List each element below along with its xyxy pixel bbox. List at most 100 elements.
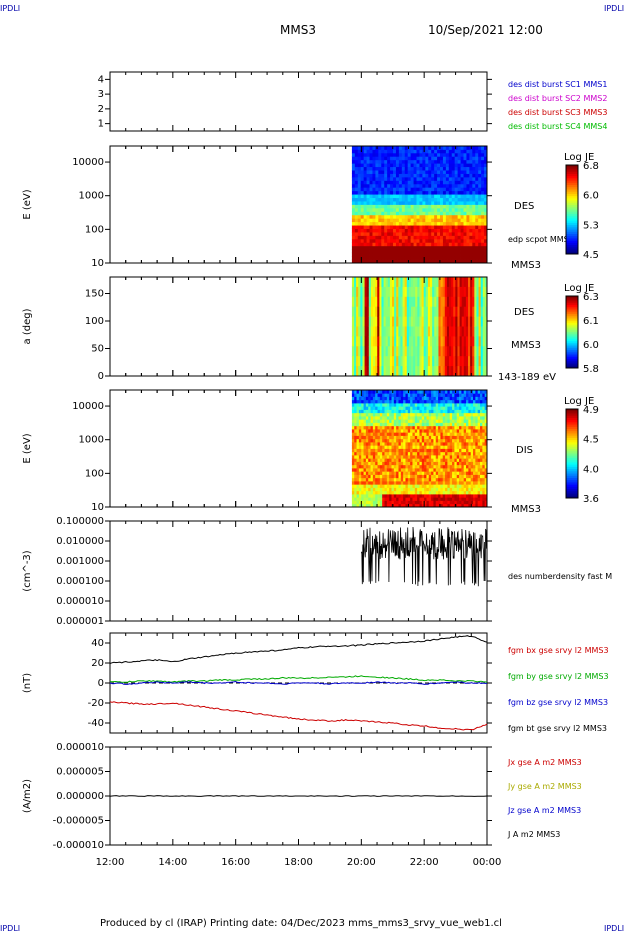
dis-energy-pixel (428, 471, 432, 475)
des-energy-pixel (407, 249, 412, 254)
des-energy-pixel (404, 232, 409, 236)
dis-energy-pixel (375, 412, 378, 417)
des-energy-pixel (369, 201, 373, 205)
dis-energy-pixel (440, 399, 444, 404)
des-energy-pixel (469, 187, 473, 192)
des-pad-pixel (411, 366, 414, 377)
dis-energy-pixel (365, 464, 369, 469)
des-energy-pixel (398, 187, 403, 192)
dis-energy-pixel (372, 416, 376, 420)
des-energy-pixel (410, 242, 414, 247)
des-energy-pixel (484, 228, 488, 233)
des-pad-pixel (457, 296, 460, 308)
des-energy-pixel (428, 156, 432, 161)
des-energy-pixel (445, 218, 450, 223)
dis-energy-pixel (412, 406, 416, 410)
des-energy-pixel (448, 211, 453, 216)
dis-energy-pixel (363, 455, 367, 459)
des-energy-pixel (416, 156, 420, 161)
dis-energy-pixel (386, 425, 390, 430)
des-energy-pixel (387, 238, 391, 243)
dis-energy-colorbar-swatch (566, 440, 578, 443)
des-pad-colorbar-swatch (566, 348, 578, 351)
dis-energy-pixel (400, 487, 404, 492)
dis-energy-pixel (379, 503, 383, 508)
des-pad-pixel (413, 277, 416, 288)
des-energy-pixel (440, 218, 444, 223)
dis-energy-pixel (459, 468, 462, 472)
des-energy-pixel (360, 204, 365, 209)
dis-energy-pixel (484, 445, 488, 449)
dis-energy-pixel (356, 412, 360, 417)
des-pad-pixel (360, 336, 363, 347)
des-energy-pixel (398, 235, 403, 240)
des-energy-pixel (357, 176, 362, 181)
dis-energy-pixel (365, 419, 369, 423)
des-pad-pixel (432, 336, 435, 347)
des-pad-pixel (436, 336, 439, 347)
dis-energy-pixel (484, 474, 488, 479)
des-energy-pixel (463, 187, 467, 192)
dis-energy-pixel (424, 464, 427, 469)
des-energy-pixel (442, 238, 447, 243)
dis-energy-pixel (351, 464, 355, 469)
des-pad-pixel (375, 296, 378, 308)
des-pad-pixel (364, 277, 368, 288)
des-energy-pixel (431, 194, 435, 199)
des-pad-pixel (408, 277, 412, 288)
dis-energy-pixel (361, 484, 364, 488)
des-pad-pixel (472, 346, 475, 357)
burst-legend-entry: des dist burst SC4 MMS4 (508, 122, 607, 131)
des-energy-pixel (395, 156, 400, 161)
des-pad-pixel (385, 316, 389, 327)
des-pad-pixel (484, 356, 488, 367)
dis-energy-pixel (466, 429, 469, 433)
dis-energy-pixel (396, 464, 399, 469)
dis-energy-pixel (400, 481, 404, 485)
des-energy-pixel (363, 166, 367, 171)
dis-energy-pixel (389, 468, 392, 472)
dis-energy-pixel (403, 451, 406, 456)
des-energy-pixel (431, 207, 435, 212)
dis-energy-pixel (435, 390, 439, 394)
des-pad-pixel (434, 326, 437, 337)
des-pad-colorbar-swatch (566, 344, 578, 347)
des-energy-pixel (463, 238, 467, 243)
des-energy-pixel (357, 149, 362, 154)
des-pad-colorbar-swatch (566, 297, 578, 301)
des-energy-pixel (484, 173, 488, 178)
dis-energy-pixel (424, 412, 427, 417)
des-pad-pixel (379, 326, 382, 337)
des-energy-pixel (428, 146, 432, 150)
dis-energy-pixel (377, 503, 381, 508)
dis-energy-pixel (412, 497, 416, 501)
dis-energy-pixel (475, 481, 479, 485)
dis-energy-pixel (389, 464, 392, 469)
dis-energy-pixel (456, 416, 460, 420)
des-energy-pixel (398, 152, 403, 157)
des-energy-pixel (413, 214, 417, 219)
dis-energy-pixel (452, 500, 455, 505)
dis-energy-pixel (482, 432, 486, 436)
des-energy-pixel (475, 170, 479, 174)
dis-energy-pixel (424, 481, 427, 485)
dis-energy-pixel (447, 497, 451, 501)
des-energy-pixel (398, 211, 403, 216)
des-pad-pixel (364, 356, 368, 367)
des-pad-pixel (470, 306, 473, 317)
des-energy-pixel (475, 194, 479, 199)
dis-energy-pixel (480, 487, 483, 492)
des-pad-pixel (436, 316, 439, 327)
des-energy-pixel (375, 187, 379, 192)
dis-energy-pixel (424, 435, 427, 440)
dis-energy-pixel (447, 464, 451, 469)
des-pad-pixel (432, 326, 435, 337)
des-pad-pixel (398, 326, 401, 337)
dis-energy-pixel (442, 497, 446, 501)
des-pad-pixel (358, 277, 361, 288)
des-pad-pixel (432, 316, 435, 327)
des-energy-pixel (395, 173, 400, 178)
des-pad-pixel (444, 356, 448, 367)
dis-energy-pixel (414, 393, 418, 397)
des-energy-pixel (387, 242, 391, 247)
